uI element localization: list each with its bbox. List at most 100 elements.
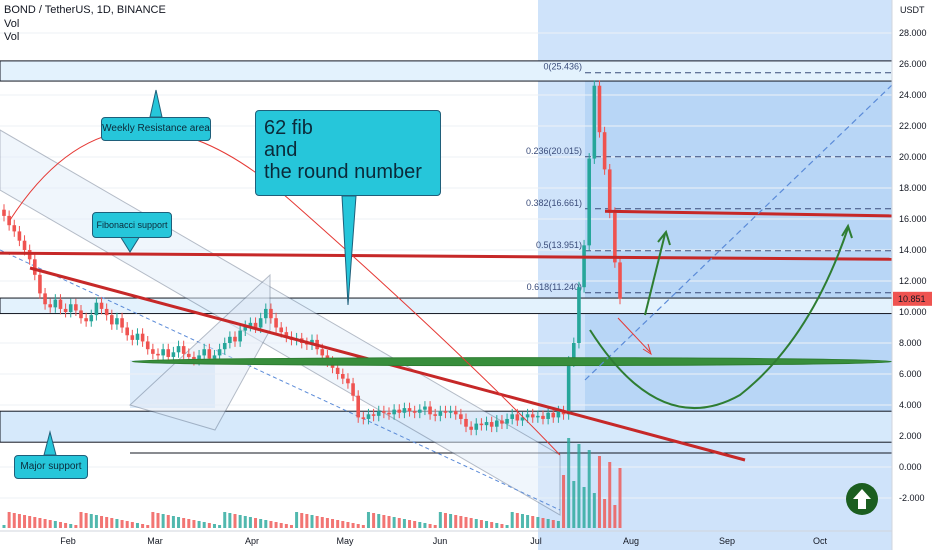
volume-bar <box>238 515 242 528</box>
fibonacci-support-callout: Fibonacci support <box>92 212 172 238</box>
volume-bar <box>520 514 524 528</box>
candle-body <box>397 409 402 413</box>
candle-body <box>541 415 545 419</box>
y-tick-label: 12.000 <box>899 276 927 286</box>
volume-bar <box>556 521 560 528</box>
candle-body <box>269 308 273 319</box>
x-tick-label: Feb <box>60 536 76 546</box>
boost-button[interactable] <box>846 483 878 515</box>
volume-bar <box>69 524 73 528</box>
candle-body <box>371 414 376 416</box>
x-tick-label: Mar <box>147 536 163 546</box>
candle-body <box>145 341 150 350</box>
volume-bar <box>207 523 211 528</box>
volume-bar <box>377 514 381 528</box>
volume-bar <box>182 518 186 528</box>
volume-bar <box>84 513 88 528</box>
arrow-head <box>642 343 652 356</box>
volume-bar <box>274 522 278 528</box>
y-tick-label: 22.000 <box>899 121 927 131</box>
candle-body <box>53 299 58 308</box>
volume-bar <box>100 516 104 528</box>
y-tick-label: 28.000 <box>899 28 927 38</box>
arrow-head <box>841 223 853 239</box>
volume-bar <box>320 517 324 528</box>
candle-body <box>500 420 504 424</box>
candle-body <box>228 336 232 343</box>
volume-bar <box>361 525 365 528</box>
x-tick-label: Sep <box>719 536 735 546</box>
volume-bar <box>413 521 417 528</box>
candle-body <box>618 262 622 299</box>
volume-bar <box>33 517 37 528</box>
volume-bar <box>279 523 283 528</box>
candle-body <box>356 395 360 418</box>
y-tick-label: 10.000 <box>899 307 927 317</box>
volume-bar <box>295 512 299 528</box>
volume-bar <box>166 515 170 528</box>
arrow-up-icon <box>853 489 871 509</box>
candle-body <box>484 422 489 426</box>
channel-midline <box>0 249 561 511</box>
volume-bar <box>146 525 150 528</box>
callout-line-3: the round number <box>264 161 422 183</box>
candle-body <box>187 353 191 357</box>
x-tick-label: May <box>336 536 354 546</box>
volume-bar <box>597 456 601 528</box>
volume-bar <box>449 514 453 528</box>
fib-level-label: 0.618(11.240) <box>527 282 582 292</box>
candle-body <box>104 308 109 316</box>
volume-bar <box>397 518 401 528</box>
volume-bar <box>351 523 355 528</box>
volume-bar <box>336 520 340 528</box>
candle-body <box>428 406 432 415</box>
candle-body <box>202 349 206 356</box>
volume-bar <box>536 517 540 528</box>
volume-bar <box>408 520 412 528</box>
volume-bar <box>438 512 442 528</box>
x-tick-label: Oct <box>813 536 828 546</box>
candle-body <box>217 349 222 356</box>
candle-body <box>238 330 242 342</box>
candle-body <box>197 355 201 361</box>
volume-bar <box>613 505 617 528</box>
candle-body <box>464 418 468 427</box>
volume-bar <box>346 522 350 528</box>
volume-bar <box>233 514 237 528</box>
y-tick-label: 8.000 <box>899 338 922 348</box>
volume-bar <box>94 515 98 528</box>
volume-bar <box>582 487 586 528</box>
volume-bar <box>485 521 489 528</box>
volume-bar <box>310 515 314 528</box>
volume-bar <box>402 519 406 528</box>
candle-body <box>130 335 135 340</box>
candle-body <box>2 209 6 216</box>
volume-bar <box>223 512 227 528</box>
candle-body <box>335 367 340 374</box>
volume-bar <box>187 519 191 528</box>
volume-bar <box>89 514 93 528</box>
volume-bar <box>53 521 57 528</box>
price-axis <box>892 0 932 550</box>
candle-body <box>418 409 422 413</box>
y-tick-label: 14.000 <box>899 245 927 255</box>
candle-body <box>392 409 396 415</box>
volume-bar <box>218 525 222 528</box>
y-tick-label: 20.000 <box>899 152 927 162</box>
volume-bar <box>17 514 21 528</box>
volume-bar <box>43 519 47 528</box>
candle-body <box>156 353 160 356</box>
round-number-zone <box>0 297 893 315</box>
candle-body <box>577 287 581 343</box>
projection-diagonal <box>584 84 893 381</box>
x-tick-label: Jun <box>433 536 448 546</box>
volume-bar <box>305 514 309 528</box>
volume-bar <box>443 513 447 528</box>
volume-bar <box>177 517 181 528</box>
volume-bar <box>618 468 622 528</box>
volume-bar <box>264 520 268 528</box>
volume-bar <box>341 521 345 528</box>
candle-body <box>412 411 417 413</box>
